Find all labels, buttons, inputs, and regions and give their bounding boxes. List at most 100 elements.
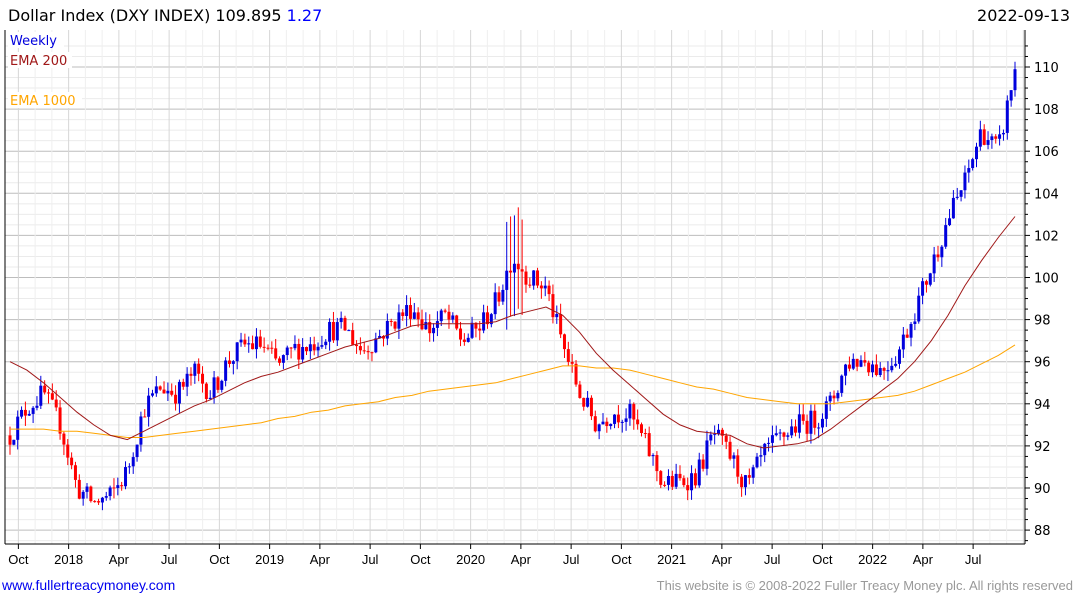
candle-body [940, 246, 944, 258]
candle-body [913, 321, 917, 325]
x-tick-label: 2022 [858, 552, 887, 567]
x-tick-label: Apr [913, 552, 934, 567]
candle-body [701, 459, 705, 469]
y-tick-label: 100 [1034, 272, 1059, 287]
candle-body [797, 414, 801, 433]
candle-body [901, 334, 905, 350]
candle-body [405, 305, 409, 317]
chart-title: Dollar Index (DXY INDEX) 109.895 1.27 [8, 6, 322, 25]
candle-body [547, 285, 551, 295]
candle-body [1013, 69, 1017, 91]
footer-link[interactable]: www.fullertreacymoney.com [1, 577, 175, 593]
candle-body [308, 344, 312, 352]
candle-body [955, 196, 959, 198]
candle-body [674, 473, 678, 487]
candle-body [686, 485, 690, 491]
x-tick-label: 2020 [456, 552, 485, 567]
candle-body [258, 336, 262, 347]
candle-body [616, 414, 620, 423]
candle-body [886, 370, 890, 372]
candle-body [39, 385, 43, 406]
candle-body [974, 146, 978, 160]
candle-body [139, 416, 143, 445]
candle-body [751, 467, 755, 478]
candle-body [8, 435, 12, 445]
candle-body [281, 355, 285, 363]
chart-date: 2022-09-13 [977, 6, 1070, 25]
x-tick-label: 2021 [657, 552, 686, 567]
candle-body [459, 328, 463, 340]
candle-body [670, 475, 674, 487]
ema-200-line [9, 216, 1016, 449]
candle-body [158, 386, 162, 390]
x-tick-label: Oct [812, 552, 833, 567]
candle-body [247, 343, 251, 345]
candle-body [801, 414, 805, 421]
candle-body [389, 321, 393, 323]
candle-body [401, 312, 405, 317]
candle-body [632, 404, 636, 420]
candle-body [432, 327, 436, 334]
candle-body [266, 347, 270, 349]
candle-body [820, 418, 824, 428]
candle-body [470, 322, 474, 338]
candle-body [690, 473, 694, 491]
candle-body [201, 373, 205, 384]
candle-body [116, 485, 120, 489]
candle-body [147, 395, 151, 417]
x-tick-label: Apr [109, 552, 130, 567]
x-tick-label: Apr [511, 552, 532, 567]
x-tick-label: Jul [563, 552, 580, 567]
candle-body [755, 456, 759, 468]
candle-body [174, 394, 178, 404]
candle-body [355, 344, 359, 347]
candle-body [932, 254, 936, 274]
candle-body [347, 330, 351, 332]
candle-body [301, 347, 305, 360]
candle-body [639, 424, 643, 434]
candle-body [794, 426, 798, 433]
candle-body [320, 345, 324, 347]
candle-body [443, 310, 447, 312]
candle-body [867, 362, 871, 373]
candle-body [905, 334, 909, 338]
candle-body [732, 455, 736, 459]
candle-body [959, 190, 963, 197]
candle-body [193, 363, 197, 376]
candle-body [58, 407, 62, 434]
candle-body [362, 350, 366, 352]
candle-body [951, 197, 955, 219]
candle-body [728, 441, 732, 459]
candle-body [220, 380, 224, 390]
legend-weekly: Weekly [10, 34, 57, 49]
candle-body [35, 405, 39, 408]
candle-body [763, 443, 767, 456]
candle-body [166, 390, 170, 394]
candle-body [724, 435, 728, 442]
candle-body [770, 435, 774, 443]
candle-body [393, 321, 397, 329]
candle-body [982, 129, 986, 145]
candle-body [293, 343, 297, 349]
x-tick-label: Jul [764, 552, 781, 567]
candle-body [335, 322, 339, 341]
candle-body [859, 360, 863, 367]
candle-body [855, 358, 859, 367]
candle-body [844, 364, 848, 376]
candle-body [216, 377, 220, 390]
x-tick-label: Oct [209, 552, 230, 567]
footer-copyright: This website is © 2008-2022 Fuller Treac… [657, 578, 1073, 593]
candle-body [497, 292, 501, 302]
candle-body [782, 432, 786, 437]
legend-bg [8, 52, 72, 68]
y-tick-label: 98 [1034, 314, 1051, 329]
candle-body [489, 314, 493, 325]
candle-body [435, 321, 439, 328]
y-tick-label: 96 [1034, 356, 1051, 371]
candle-body [16, 416, 20, 440]
candle-body [705, 440, 709, 469]
candle-body [666, 475, 670, 485]
candle-body [871, 364, 875, 373]
ema-1000-line [10, 344, 1016, 438]
candle-body [478, 328, 482, 331]
